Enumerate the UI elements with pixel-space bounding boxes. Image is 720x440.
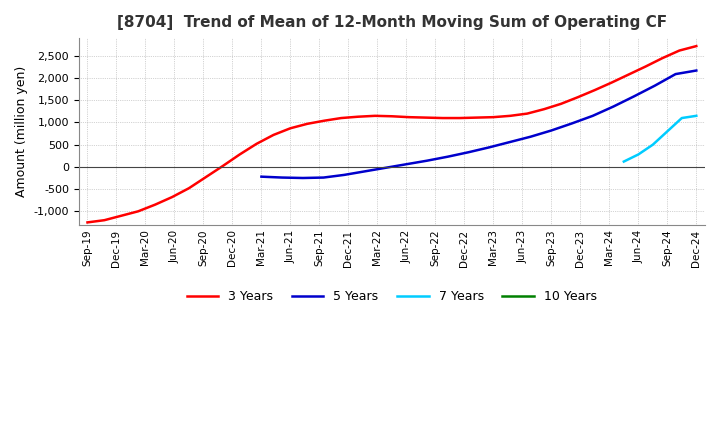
3 Years	[557, 101, 565, 106]
5 Years	[423, 158, 431, 163]
3 Years	[608, 80, 616, 85]
3 Years	[642, 64, 650, 69]
7 Years	[619, 159, 628, 164]
5 Years	[588, 113, 597, 118]
5 Years	[382, 165, 390, 170]
5 Years	[340, 172, 348, 177]
3 Years	[150, 202, 159, 207]
5 Years	[319, 175, 328, 180]
5 Years	[609, 104, 618, 109]
5 Years	[526, 134, 535, 139]
Line: 7 Years: 7 Years	[624, 116, 696, 161]
7 Years	[692, 113, 701, 118]
5 Years	[568, 121, 577, 126]
3 Years	[692, 44, 701, 49]
Title: [8704]  Trend of Mean of 12-Month Moving Sum of Operating CF: [8704] Trend of Mean of 12-Month Moving …	[117, 15, 667, 30]
3 Years	[303, 121, 312, 126]
3 Years	[590, 88, 599, 93]
Y-axis label: Amount (million yen): Amount (million yen)	[15, 66, 28, 197]
5 Years	[464, 150, 473, 155]
3 Years	[455, 115, 464, 121]
5 Years	[257, 174, 266, 180]
3 Years	[540, 106, 549, 112]
5 Years	[485, 145, 493, 150]
7 Years	[678, 115, 686, 121]
7 Years	[649, 142, 657, 147]
3 Years	[523, 111, 531, 116]
Legend: 3 Years, 5 Years, 7 Years, 10 Years: 3 Years, 5 Years, 7 Years, 10 Years	[182, 285, 602, 308]
5 Years	[278, 175, 287, 180]
5 Years	[692, 68, 701, 73]
3 Years	[658, 55, 667, 61]
3 Years	[506, 113, 515, 118]
3 Years	[354, 114, 362, 119]
3 Years	[472, 115, 481, 120]
3 Years	[218, 163, 227, 169]
7 Years	[634, 152, 643, 157]
3 Years	[252, 141, 261, 147]
3 Years	[184, 186, 193, 191]
3 Years	[405, 114, 413, 120]
3 Years	[489, 114, 498, 120]
7 Years	[663, 129, 672, 134]
3 Years	[117, 213, 125, 218]
3 Years	[438, 115, 447, 121]
3 Years	[286, 125, 294, 131]
5 Years	[402, 161, 410, 167]
3 Years	[83, 220, 91, 225]
Line: 5 Years: 5 Years	[261, 70, 696, 178]
5 Years	[630, 94, 639, 99]
5 Years	[547, 128, 556, 133]
3 Years	[235, 152, 244, 157]
5 Years	[299, 176, 307, 181]
5 Years	[671, 71, 680, 77]
3 Years	[320, 118, 328, 123]
3 Years	[371, 113, 379, 118]
5 Years	[361, 169, 369, 174]
3 Years	[202, 175, 210, 180]
3 Years	[574, 95, 582, 100]
3 Years	[421, 115, 430, 120]
5 Years	[444, 154, 452, 159]
Line: 3 Years: 3 Years	[87, 46, 696, 222]
3 Years	[624, 72, 633, 77]
3 Years	[269, 132, 278, 138]
3 Years	[134, 209, 143, 214]
3 Years	[337, 115, 346, 121]
3 Years	[100, 217, 109, 223]
3 Years	[675, 48, 684, 53]
5 Years	[651, 83, 660, 88]
3 Years	[168, 194, 176, 200]
3 Years	[387, 114, 396, 119]
5 Years	[505, 139, 514, 145]
